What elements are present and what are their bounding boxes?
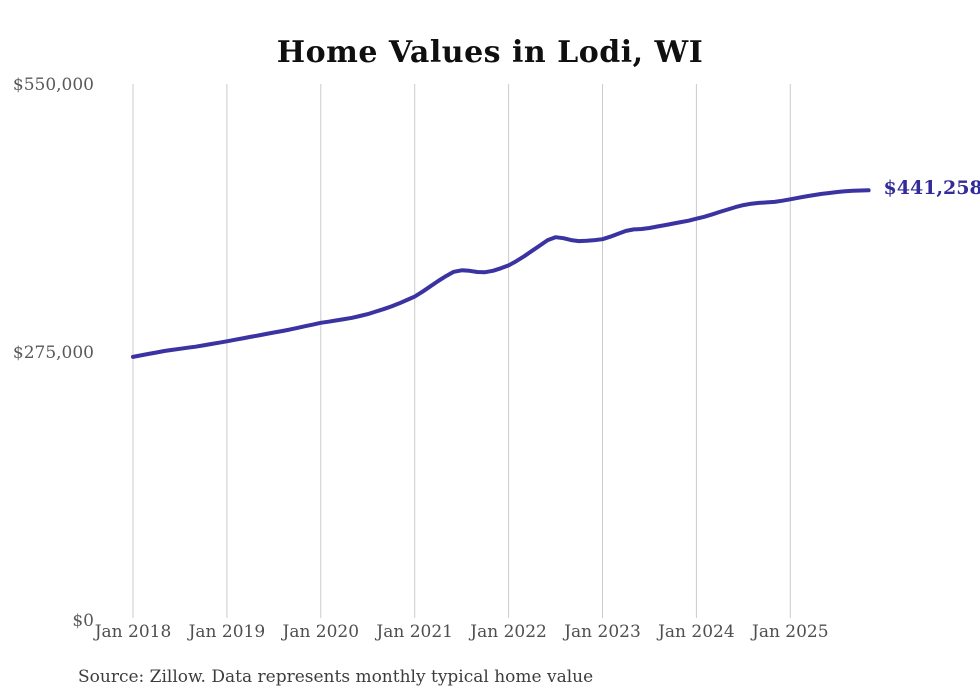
x-axis-tick-label: Jan 2025 [752, 622, 829, 642]
x-axis-tick-label: Jan 2023 [564, 622, 641, 642]
y-axis-tick-label-550000: $550,000 [12, 75, 94, 95]
latest-value-label: $441,258 [883, 177, 980, 200]
x-axis-tick-label: Jan 2024 [658, 622, 735, 642]
x-axis-tick-label: Jan 2019 [188, 622, 266, 642]
home-value-line-series [131, 188, 871, 359]
x-axis-tick-label: Jan 2022 [470, 622, 547, 642]
y-axis-tick-label-0: $0 [72, 611, 94, 631]
x-axis-tick-label: Jan 2020 [282, 622, 360, 642]
x-axis-tick-label: Jan 2018 [94, 622, 172, 642]
y-axis-tick-label-275000: $275,000 [12, 343, 94, 363]
chart-title: Home Values in Lodi, WI [276, 35, 704, 70]
source-note: Source: Zillow. Data represents monthly … [78, 667, 594, 687]
x-axis-tick-label: Jan 2021 [376, 622, 453, 642]
